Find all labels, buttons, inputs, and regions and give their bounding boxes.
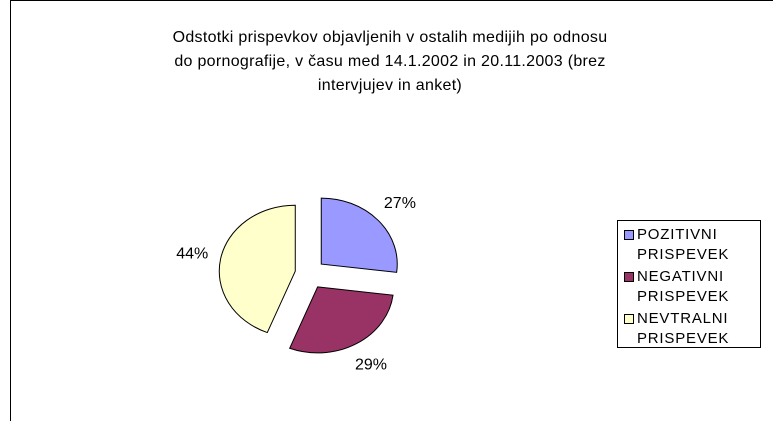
legend-entry: POZITIVNI PRISPEVEK [624, 225, 760, 265]
data-label: 29% [355, 357, 387, 374]
chart-border [10, 0, 773, 421]
data-label: 27% [384, 195, 416, 212]
pie-slice [288, 286, 394, 354]
legend-entry: NEGATIVNI PRISPEVEK [624, 267, 760, 307]
data-label: 44% [176, 245, 208, 262]
pie-slice [320, 197, 398, 273]
chart-title: Odstotki prispevkov objavljenih v ostali… [172, 29, 608, 94]
legend-entry: NEVTRALNI PRISPEVEK [624, 309, 760, 349]
pie-slice [218, 204, 296, 334]
legend-label: NEGATIVNI PRISPEVEK [637, 268, 730, 305]
legend-swatch [624, 314, 634, 324]
legend-label: POZITIVNI PRISPEVEK [637, 226, 730, 263]
legend: POZITIVNI PRISPEVEK NEGATIVNI PRISPEVEK NE… [617, 220, 761, 348]
legend-swatch [624, 230, 634, 240]
legend-label: NEVTRALNI PRISPEVEK [637, 310, 730, 347]
legend-swatch [624, 272, 634, 282]
